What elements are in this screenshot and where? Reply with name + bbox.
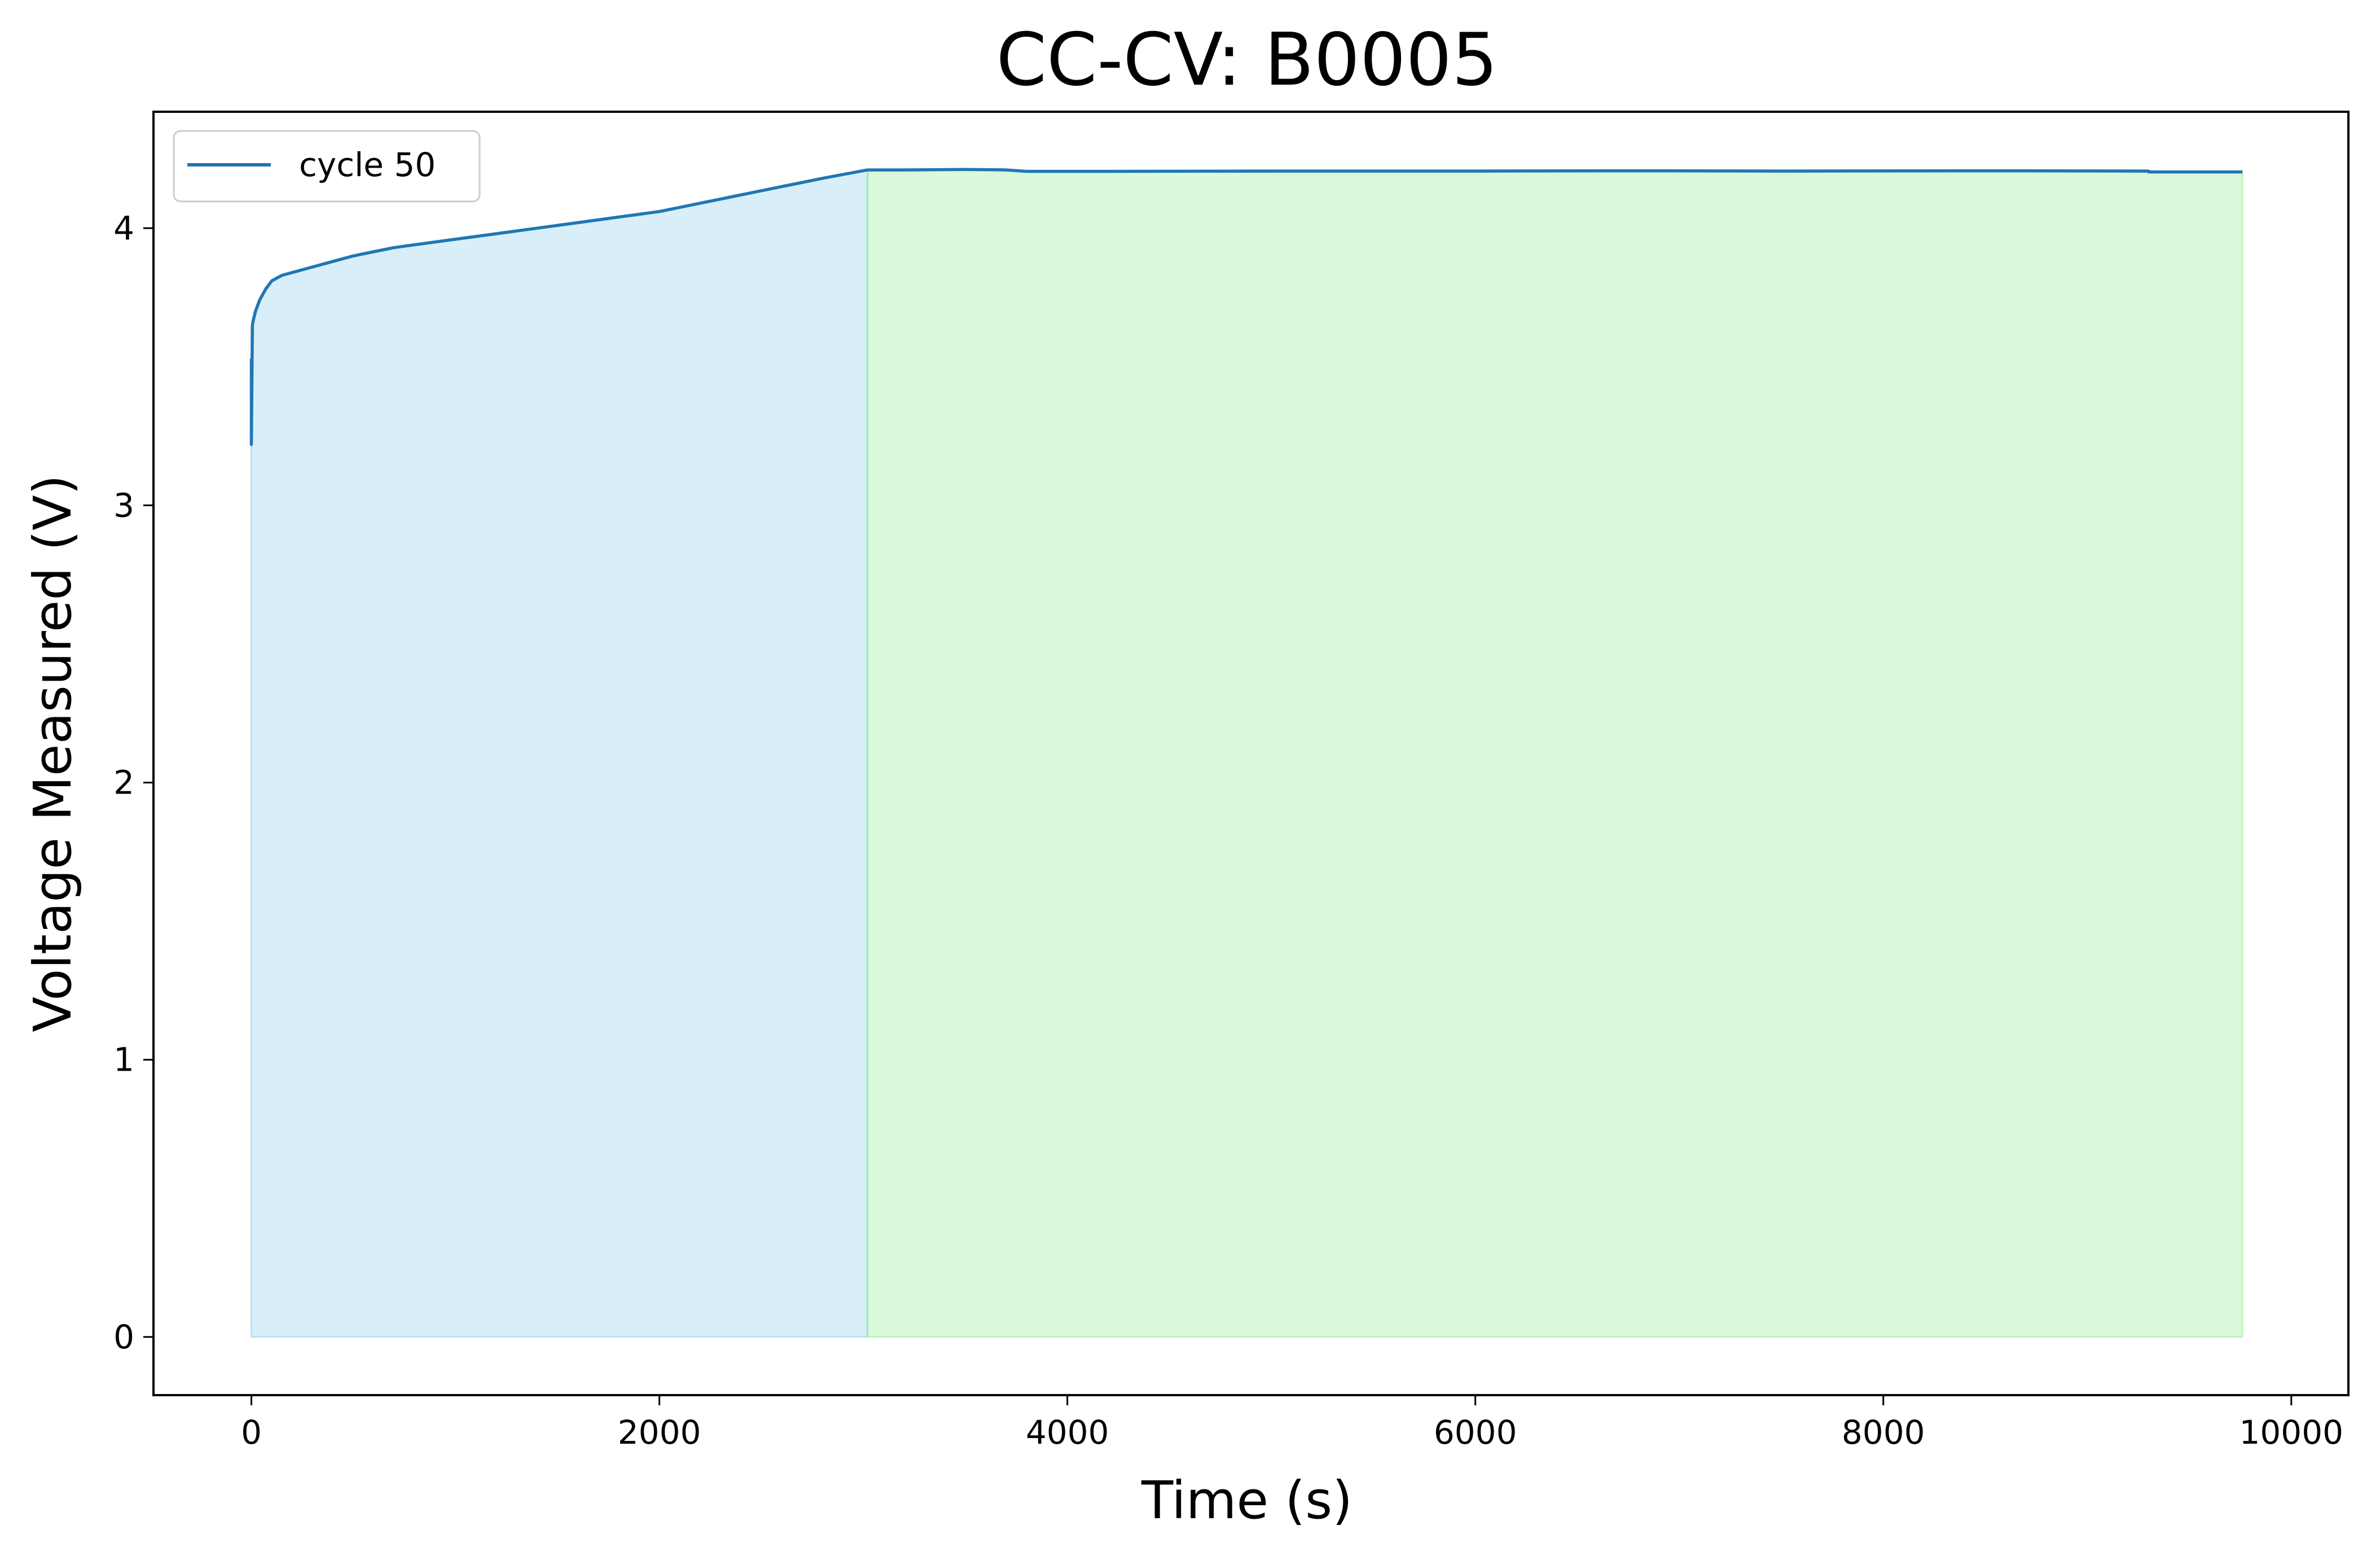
x-tick-label: 10000	[2240, 1413, 2344, 1452]
phase-regions	[251, 168, 2243, 1338]
x-axis-ticks: 0 2000 4000 6000 8000 10000	[241, 1395, 2343, 1452]
x-tick-label: 2000	[618, 1413, 701, 1452]
x-axis-label: Time (s)	[1141, 1470, 1353, 1531]
y-tick-label: 4	[113, 209, 134, 247]
series-line-cycle-50	[249, 168, 2242, 446]
region-cv	[866, 168, 2243, 1338]
x-tick-label: 4000	[1026, 1413, 1109, 1452]
legend-box	[173, 130, 481, 203]
legend: cycle 50	[173, 130, 481, 203]
y-tick-label: 1	[113, 1041, 134, 1079]
legend-label-cycle-50: cycle 50	[299, 146, 436, 184]
y-tick-label: 2	[113, 764, 134, 802]
region-cc	[251, 169, 868, 1338]
series-layer	[249, 168, 2242, 446]
x-tick-label: 6000	[1434, 1413, 1517, 1452]
y-axis-label: Voltage Measured (V)	[23, 475, 83, 1032]
x-tick-label: 8000	[1842, 1413, 1925, 1452]
y-axis-ticks: 0 1 2 3 4	[113, 209, 153, 1356]
y-tick-label: 0	[113, 1318, 134, 1356]
x-tick-label: 0	[241, 1413, 262, 1452]
chart-title: CC-CV: B0005	[996, 18, 1498, 102]
plot-frame	[152, 111, 2350, 1396]
y-tick-label: 3	[113, 486, 134, 524]
